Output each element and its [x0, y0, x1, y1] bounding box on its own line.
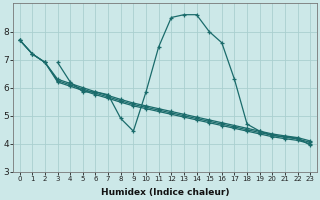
X-axis label: Humidex (Indice chaleur): Humidex (Indice chaleur) [101, 188, 229, 197]
